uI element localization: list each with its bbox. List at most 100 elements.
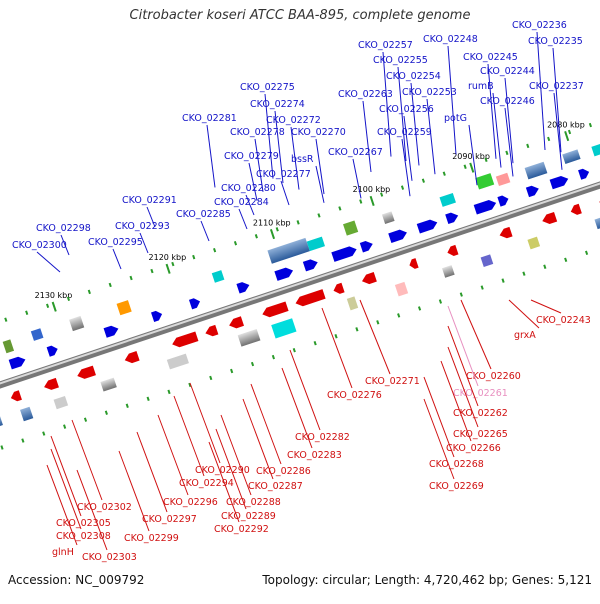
label-leader-line [254,138,264,192]
gene-label-top[interactable]: CKO_02270 [291,127,346,138]
gene-label-top[interactable]: CKO_02259 [377,127,432,138]
genome-backbone [0,181,600,389]
gene-label-top[interactable]: CKO_02267 [328,147,383,158]
gene-label-top[interactable]: potG [444,113,467,124]
gene-label-top[interactable]: CKO_02254 [386,71,441,82]
gene-label-top[interactable]: CKO_02278 [230,127,285,138]
forward-gene-arrow [46,345,58,357]
gene-label-bottom[interactable]: CKO_02288 [226,497,281,508]
gene-label-top[interactable]: CKO_02263 [338,89,393,100]
gene-label-top[interactable]: CKO_02293 [115,221,170,232]
gene-label-top[interactable]: CKO_02274 [250,99,305,110]
gene-label-top[interactable]: CKO_02236 [512,20,567,31]
gene-label-top[interactable]: CKO_02277 [256,169,311,180]
gene-label-top[interactable]: CKO_02253 [402,87,457,98]
gene-label-bottom[interactable]: CKO_02282 [295,432,350,443]
gene-label-top[interactable]: CKO_02284 [214,197,269,208]
track-tick [21,438,25,443]
gene-label-bottom[interactable]: CKO_02303 [82,552,137,563]
gene-label-bottom[interactable]: CKO_02265 [453,429,508,440]
gene-label-top[interactable]: CKO_02235 [528,36,583,47]
feature-block [237,328,261,347]
gene-label-bottom[interactable]: CKO_02260 [466,371,521,382]
gene-label-bottom[interactable]: CKO_02296 [163,497,218,508]
gene-label-top[interactable]: CKO_02256 [379,104,434,115]
gene-label-top[interactable]: CKO_02245 [463,52,518,63]
track-tick [108,282,112,288]
gene-label-bottom[interactable]: CKO_02292 [214,524,269,535]
gene-label-top[interactable]: CKO_02244 [480,66,535,77]
gene-label-top[interactable]: CKO_02300 [12,240,67,251]
gene-label-top[interactable]: CKO_02237 [529,81,584,92]
label-leader-line [250,383,282,465]
gene-label-bottom[interactable]: CKO_02262 [453,408,508,419]
track-tick [63,424,67,429]
gene-label-bottom[interactable]: CKO_02290 [195,465,250,476]
gene-label-top[interactable]: CKO_02272 [266,115,321,126]
gene-label-top[interactable]: CKO_02279 [224,151,279,162]
gene-label-bottom[interactable]: CKO_02266 [446,443,501,454]
gene-label-top[interactable]: CKO_02281 [182,113,237,124]
genome-title: Citrobacter koseri ATCC BAA-895, complet… [129,8,471,23]
gene-label-bottom[interactable]: CKO_02289 [221,511,276,522]
feature-block [267,237,310,264]
reverse-gene-arrow [333,282,345,294]
label-leader-line [504,77,514,164]
track-tick [338,206,342,211]
forward-gene-arrow [236,282,250,294]
forward-gene-arrow [331,246,357,262]
track-tick [171,261,175,267]
reverse-gene-arrow [499,226,513,239]
gene-label-bottom[interactable]: CKO_02302 [77,502,132,513]
feature-block [30,328,44,341]
gene-label-bottom[interactable]: CKO_02305 [56,518,111,529]
gene-label-bottom[interactable]: CKO_02276 [327,390,382,401]
feature-block [166,353,189,370]
label-leader-line [189,382,221,464]
label-leader-line [315,165,325,203]
gene-label-bottom[interactable]: CKO_02286 [256,466,311,477]
gene-label-top[interactable]: CKO_02285 [176,209,231,220]
gene-label-top[interactable]: CKO_02246 [480,96,535,107]
gene-label-bottom[interactable]: CKO_02271 [365,376,420,387]
gene-label-top[interactable]: CKO_02248 [423,34,478,45]
gene-label-top[interactable]: CKO_02255 [373,55,428,66]
gene-label-bottom[interactable]: CKO_02287 [248,481,303,492]
gene-label-bottom[interactable]: CKO_02308 [56,531,111,542]
gene-label-top[interactable]: CKO_02280 [221,183,276,194]
gene-label-top[interactable]: rumB [468,81,494,92]
gene-label-bottom[interactable]: glnH [52,547,74,558]
feature-block [591,142,600,157]
feature-block [381,211,395,224]
label-leader-line [242,398,274,480]
gene-label-bottom[interactable]: CKO_02268 [429,459,484,470]
gene-label-bottom[interactable]: CKO_02269 [429,481,484,492]
gene-label-top[interactable]: CKO_02295 [88,237,143,248]
gene-label-top[interactable]: CKO_02275 [240,82,295,93]
feature-block [562,149,581,164]
scale-tick [165,263,171,274]
gene-label-bottom[interactable]: CKO_02283 [287,450,342,461]
label-leader-line [173,395,205,477]
gene-label-bottom[interactable]: CKO_02243 [536,315,591,326]
gene-label-top[interactable]: CKO_02298 [36,223,91,234]
label-leader-line [359,299,391,375]
track-tick [146,396,150,402]
feature-block [53,395,69,410]
gene-label-bottom[interactable]: CKO_02261 [453,388,508,399]
gene-label-top[interactable]: CKO_02291 [122,195,177,206]
gene-label-bottom[interactable]: CKO_02294 [179,478,234,489]
label-leader-line [315,138,325,195]
track-tick [442,171,446,176]
gene-label-top[interactable]: CKO_02257 [358,40,413,51]
gene-label-bottom[interactable]: CKO_02299 [124,533,179,544]
track-tick [87,289,91,295]
label-leader-line [46,464,78,546]
scale-tick [51,301,57,312]
label-leader-line [423,398,455,480]
gene-label-bottom[interactable]: grxA [514,330,536,341]
gene-label-bottom[interactable]: CKO_02297 [142,514,197,525]
gene-label-top[interactable]: bssR [291,154,314,165]
label-leader-line [382,51,392,157]
label-leader-line [552,47,562,153]
